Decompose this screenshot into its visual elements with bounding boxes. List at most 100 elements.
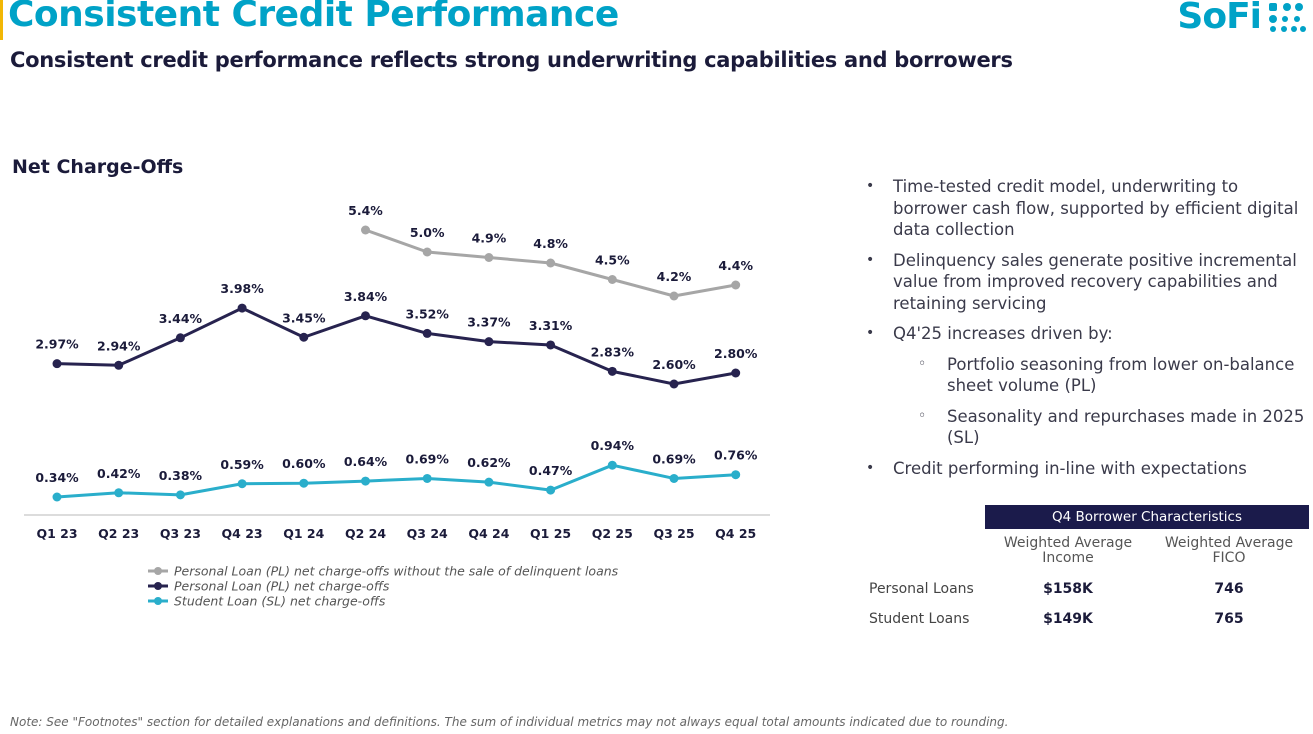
col-head-income: Weighted Average Income bbox=[1003, 535, 1133, 566]
data-label: 2.97% bbox=[35, 337, 79, 352]
bullet-item: Portfolio seasoning from lower on-balanc… bbox=[866, 354, 1306, 397]
chart-title: Net Charge-Offs bbox=[12, 156, 184, 178]
x-tick-label: Q2 24 bbox=[345, 526, 386, 541]
data-label: 2.94% bbox=[97, 338, 141, 353]
data-label: 3.37% bbox=[467, 315, 511, 330]
data-label: 0.64% bbox=[344, 454, 388, 469]
data-label: 3.98% bbox=[220, 281, 264, 296]
cell-sl-fico: 765 bbox=[1214, 611, 1244, 627]
net-charge-offs-chart: 5.4% 5.0% 4.9% 4.8% 4.5% 4.2% 4.4% 2.97% 2.94% 3.… bbox=[24, 203, 770, 609]
data-label: 5.4% bbox=[348, 203, 383, 218]
data-point bbox=[114, 488, 124, 498]
data-point bbox=[669, 473, 679, 483]
data-point bbox=[669, 291, 679, 301]
data-label: 3.44% bbox=[159, 311, 203, 326]
data-point bbox=[484, 253, 494, 262]
data-point bbox=[114, 360, 124, 370]
data-point bbox=[361, 476, 370, 486]
data-label: 2.83% bbox=[591, 344, 635, 359]
row-label-personal-loans: Personal Loans bbox=[869, 581, 974, 597]
data-point bbox=[299, 332, 309, 342]
data-label: 0.62% bbox=[467, 455, 511, 470]
data-point bbox=[607, 460, 617, 470]
cell-pl-income: $158K bbox=[1043, 581, 1093, 597]
x-tick-label: Q3 24 bbox=[407, 526, 448, 541]
x-tick-label: Q3 25 bbox=[653, 526, 694, 541]
data-label: 5.0% bbox=[410, 225, 445, 240]
data-label: 3.52% bbox=[406, 306, 450, 321]
cell-sl-income: $149K bbox=[1043, 611, 1093, 627]
bullet-item: Credit performing in-line with expectati… bbox=[866, 458, 1306, 480]
page-subtitle: Consistent credit performance reflects s… bbox=[10, 48, 1013, 72]
data-label: 4.9% bbox=[472, 231, 507, 246]
data-label: 0.47% bbox=[529, 463, 573, 478]
data-point bbox=[484, 477, 494, 487]
data-point bbox=[607, 366, 617, 376]
series-line-1 bbox=[56, 306, 736, 386]
data-point bbox=[546, 485, 556, 495]
data-point bbox=[546, 340, 556, 350]
cell-pl-fico: 746 bbox=[1214, 581, 1244, 597]
data-label: 4.4% bbox=[718, 258, 753, 273]
bullet-item: Delinquency sales generate positive incr… bbox=[866, 250, 1306, 315]
data-label: 0.42% bbox=[97, 466, 141, 481]
legend-entry: Personal Loan (PL) net charge-offs witho… bbox=[174, 564, 619, 579]
data-point bbox=[237, 479, 247, 489]
data-label: 0.69% bbox=[652, 451, 696, 466]
x-tick-label: Q4 25 bbox=[715, 526, 756, 541]
data-point bbox=[422, 473, 432, 483]
data-label: 0.34% bbox=[35, 470, 79, 485]
legend-entry: Student Loan (SL) net charge-offs bbox=[174, 594, 386, 609]
x-tick-label: Q4 23 bbox=[222, 526, 263, 541]
x-tick-label: Q1 24 bbox=[283, 526, 324, 541]
logo-text: SoFi bbox=[1177, 0, 1262, 37]
x-tick-label: Q3 23 bbox=[160, 526, 201, 541]
data-point bbox=[52, 492, 62, 502]
x-tick-label: Q1 23 bbox=[36, 526, 77, 541]
page-title: Consistent Credit Performance bbox=[8, 0, 619, 35]
data-label: 3.84% bbox=[344, 289, 388, 304]
series-line-2 bbox=[56, 463, 736, 499]
data-label: 0.59% bbox=[220, 457, 264, 472]
data-label: 0.94% bbox=[591, 438, 635, 453]
data-point bbox=[731, 470, 741, 480]
data-point bbox=[299, 478, 309, 488]
data-point bbox=[484, 337, 494, 347]
data-point bbox=[669, 379, 679, 389]
data-label: 4.8% bbox=[533, 236, 568, 251]
data-point bbox=[361, 225, 370, 235]
data-point bbox=[52, 359, 62, 369]
bullet-item: Q4'25 increases driven by: bbox=[866, 323, 1306, 345]
key-points-list: Time-tested credit model, underwriting t… bbox=[866, 176, 1306, 488]
x-tick-label: Q4 24 bbox=[468, 526, 509, 541]
accent-bar bbox=[0, 0, 3, 40]
x-tick-label: Q1 25 bbox=[530, 526, 571, 541]
sofi-logo: SoFi bbox=[1177, 0, 1307, 37]
legend-swatch-dot bbox=[154, 582, 162, 590]
data-label: 4.2% bbox=[657, 269, 692, 284]
x-tick-label: Q2 23 bbox=[98, 526, 139, 541]
data-point bbox=[175, 333, 185, 343]
bullet-item: Seasonality and repurchases made in 2025… bbox=[866, 406, 1306, 449]
data-point bbox=[237, 303, 247, 313]
data-label: 0.60% bbox=[282, 456, 326, 471]
data-point bbox=[607, 275, 617, 284]
data-point bbox=[422, 247, 432, 257]
footnote: Note: See "Footnotes" section for detail… bbox=[10, 715, 1009, 729]
data-label: 2.60% bbox=[652, 357, 696, 372]
legend-entry: Personal Loan (PL) net charge-offs bbox=[174, 579, 390, 594]
data-label: 2.80% bbox=[714, 346, 758, 361]
data-label: 0.38% bbox=[159, 468, 203, 483]
data-label: 0.69% bbox=[406, 451, 450, 466]
data-point bbox=[731, 368, 741, 378]
legend-swatch-dot bbox=[154, 597, 162, 605]
borrower-table-title: Q4 Borrower Characteristics bbox=[985, 505, 1309, 529]
data-point bbox=[422, 328, 432, 338]
data-label: 4.5% bbox=[595, 253, 630, 268]
data-point bbox=[175, 490, 185, 500]
x-tick-label: Q2 25 bbox=[592, 526, 633, 541]
data-point bbox=[546, 258, 556, 268]
legend-swatch-dot bbox=[154, 567, 162, 575]
data-label: 0.76% bbox=[714, 448, 758, 463]
data-label: 3.31% bbox=[529, 318, 573, 333]
